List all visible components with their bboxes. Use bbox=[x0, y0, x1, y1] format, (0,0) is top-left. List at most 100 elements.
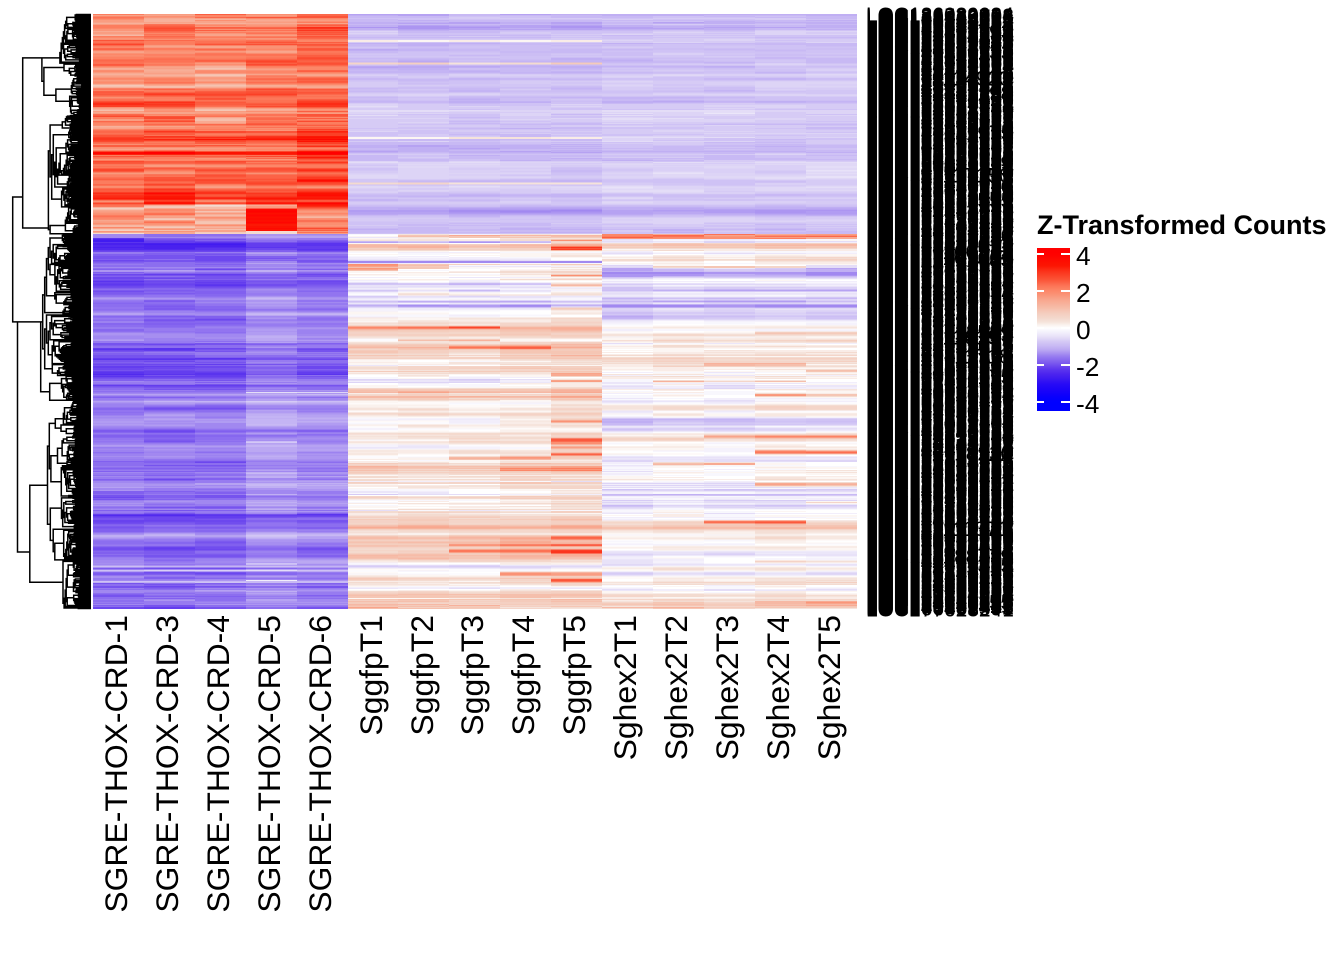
svg-text:LOC172315313: LOC172315313 bbox=[866, 477, 1014, 500]
svg-text:LOC138470063: LOC138470063 bbox=[866, 286, 1014, 309]
svg-text:LOC133581175: LOC133581175 bbox=[866, 366, 1012, 389]
svg-text:LOC179993213: LOC179993213 bbox=[866, 206, 1014, 229]
svg-text:LOC171669384: LOC171669384 bbox=[866, 469, 1014, 492]
svg-text:LOC161640614: LOC161640614 bbox=[866, 403, 1014, 426]
svg-text:LOC189318145: LOC189318145 bbox=[866, 238, 1014, 261]
svg-text:LOC159566946: LOC159566946 bbox=[866, 24, 1014, 47]
svg-text:LOC194942031: LOC194942031 bbox=[866, 70, 1014, 93]
svg-text:LOC171856852: LOC171856852 bbox=[866, 265, 1014, 288]
svg-text:LOC161216578: LOC161216578 bbox=[866, 60, 1014, 83]
svg-text:LOC171953736: LOC171953736 bbox=[866, 200, 1014, 223]
svg-text:LOC190870194: LOC190870194 bbox=[866, 425, 1014, 448]
svg-text:LOC155127439: LOC155127439 bbox=[866, 492, 1014, 515]
svg-text:LOC161328385: LOC161328385 bbox=[866, 408, 1014, 431]
svg-text:LOC175564555: LOC175564555 bbox=[866, 451, 1014, 474]
svg-text:LOC127787034: LOC127787034 bbox=[866, 558, 1014, 581]
svg-text:LOC158164767: LOC158164767 bbox=[866, 15, 1014, 38]
svg-text:LOC146913238: LOC146913238 bbox=[866, 438, 1014, 461]
svg-text:LOC132179357: LOC132179357 bbox=[866, 582, 1014, 605]
svg-text:LOC172420606: LOC172420606 bbox=[866, 302, 1014, 325]
svg-text:LOC170225019: LOC170225019 bbox=[866, 458, 1014, 481]
svg-text:LOC195590917: LOC195590917 bbox=[866, 480, 1014, 503]
svg-text:LOC141111371: LOC141111371 bbox=[866, 518, 1009, 541]
svg-text:LOC141692958: LOC141692958 bbox=[866, 478, 1014, 501]
svg-text:LOC135455218: LOC135455218 bbox=[866, 201, 1014, 224]
svg-text:LOC187795893: LOC187795893 bbox=[866, 294, 1014, 317]
svg-text:LOC157980347: LOC157980347 bbox=[866, 29, 1014, 52]
svg-text:LOC143603662: LOC143603662 bbox=[866, 334, 1014, 357]
svg-text:LOC132904930: LOC132904930 bbox=[866, 67, 1014, 90]
svg-text:LOC126548468: LOC126548468 bbox=[866, 87, 1014, 110]
svg-text:LOC174740313: LOC174740313 bbox=[866, 589, 1014, 612]
svg-text:LOC135609208: LOC135609208 bbox=[866, 342, 1014, 365]
svg-text:LOC128864154: LOC128864154 bbox=[866, 198, 1014, 221]
svg-text:LOC177628241: LOC177628241 bbox=[866, 598, 1014, 621]
svg-text:LOC137898843: LOC137898843 bbox=[866, 187, 1014, 210]
svg-text:LOC175104607: LOC175104607 bbox=[866, 54, 1014, 77]
svg-text:LOC161362666: LOC161362666 bbox=[866, 133, 1014, 156]
svg-text:LOC139539837: LOC139539837 bbox=[866, 514, 1014, 537]
svg-text:LOC187401795: LOC187401795 bbox=[866, 577, 1014, 600]
svg-text:LOC137053345: LOC137053345 bbox=[866, 295, 1014, 318]
svg-text:LOC149498616: LOC149498616 bbox=[866, 274, 1014, 297]
svg-text:LOC194950160: LOC194950160 bbox=[866, 121, 1014, 144]
svg-text:LOC174323029: LOC174323029 bbox=[866, 497, 1014, 520]
svg-text:LOC139295720: LOC139295720 bbox=[866, 390, 1014, 413]
svg-text:LOC146522628: LOC146522628 bbox=[866, 114, 1014, 137]
svg-text:LOC149815156: LOC149815156 bbox=[866, 38, 1014, 61]
svg-text:LOC174196753: LOC174196753 bbox=[866, 40, 1014, 63]
svg-text:LOC191491964: LOC191491964 bbox=[866, 312, 1014, 335]
svg-text:LOC185334054: LOC185334054 bbox=[866, 9, 1014, 32]
svg-text:LOC178461083: LOC178461083 bbox=[866, 174, 1014, 197]
svg-text:LOC180361446: LOC180361446 bbox=[866, 595, 1014, 618]
svg-text:LOC154278919: LOC154278919 bbox=[866, 221, 1014, 244]
svg-text:LOC198200059: LOC198200059 bbox=[866, 143, 1014, 166]
svg-text:LOC133052203: LOC133052203 bbox=[866, 414, 1014, 437]
svg-text:LOC152260461: LOC152260461 bbox=[866, 495, 1014, 518]
svg-text:LOC155271836: LOC155271836 bbox=[866, 102, 1014, 125]
svg-text:LOC150616913: LOC150616913 bbox=[866, 129, 1014, 152]
svg-text:LOC192772194: LOC192772194 bbox=[866, 424, 1014, 447]
svg-text:LOC196772522: LOC196772522 bbox=[866, 35, 1014, 58]
svg-text:LOC136563756: LOC136563756 bbox=[866, 416, 1014, 439]
svg-text:LOC190880599: LOC190880599 bbox=[866, 385, 1014, 408]
svg-text:LOC163212300: LOC163212300 bbox=[866, 552, 1014, 575]
svg-text:LOC186211483: LOC186211483 bbox=[866, 249, 1012, 272]
svg-text:LOC194589664: LOC194589664 bbox=[866, 313, 1014, 336]
svg-text:LOC151840258: LOC151840258 bbox=[866, 374, 1014, 397]
svg-text:LOC152828259: LOC152828259 bbox=[866, 453, 1014, 476]
svg-text:LOC175510018: LOC175510018 bbox=[866, 310, 1014, 333]
svg-text:LOC161553985: LOC161553985 bbox=[866, 17, 1014, 40]
svg-text:LOC178147015: LOC178147015 bbox=[866, 349, 1014, 372]
svg-text:LOC144706442: LOC144706442 bbox=[866, 135, 1014, 158]
svg-text:LOC195858623: LOC195858623 bbox=[866, 48, 1014, 71]
svg-text:LOC185325637: LOC185325637 bbox=[866, 191, 1014, 214]
svg-text:LOC128692650: LOC128692650 bbox=[866, 216, 1014, 239]
svg-text:LOC140244337: LOC140244337 bbox=[866, 550, 1014, 573]
svg-text:LOC155590040: LOC155590040 bbox=[866, 117, 1014, 140]
svg-text:LOC141970116: LOC141970116 bbox=[866, 176, 1012, 199]
svg-text:LOC165147944: LOC165147944 bbox=[866, 213, 1014, 236]
svg-text:LOC174448290: LOC174448290 bbox=[866, 81, 1014, 104]
svg-text:LOC137311315: LOC137311315 bbox=[866, 555, 1012, 578]
svg-text:LOC143903709: LOC143903709 bbox=[866, 364, 1014, 387]
svg-text:LOC192760709: LOC192760709 bbox=[866, 471, 1014, 494]
svg-text:LOC188912902: LOC188912902 bbox=[866, 100, 1014, 123]
svg-text:LOC180671970: LOC180671970 bbox=[866, 487, 1014, 510]
svg-text:LOC196824814: LOC196824814 bbox=[866, 93, 1014, 116]
svg-text:LOC178374023: LOC178374023 bbox=[866, 63, 1014, 86]
svg-text:LOC147787197: LOC147787197 bbox=[866, 79, 1014, 102]
svg-text:LOC143932452: LOC143932452 bbox=[866, 596, 1014, 619]
svg-text:LOC176225576: LOC176225576 bbox=[866, 420, 1014, 443]
svg-text:LOC137144747: LOC137144747 bbox=[866, 513, 1014, 536]
svg-text:LOC176590558: LOC176590558 bbox=[866, 88, 1014, 111]
svg-text:LOC130932004: LOC130932004 bbox=[866, 581, 1014, 604]
svg-text:LOC154971289: LOC154971289 bbox=[866, 273, 1014, 296]
svg-text:LOC130605290: LOC130605290 bbox=[866, 549, 1014, 572]
svg-text:LOC127104977: LOC127104977 bbox=[866, 450, 1014, 473]
svg-text:LOC171821770: LOC171821770 bbox=[866, 212, 1014, 235]
svg-text:LOC142341198: LOC142341198 bbox=[866, 82, 1012, 105]
svg-text:LOC145682383: LOC145682383 bbox=[866, 500, 1014, 523]
svg-text:LOC167604068: LOC167604068 bbox=[866, 548, 1014, 571]
svg-text:LOC173433400: LOC173433400 bbox=[866, 411, 1014, 434]
